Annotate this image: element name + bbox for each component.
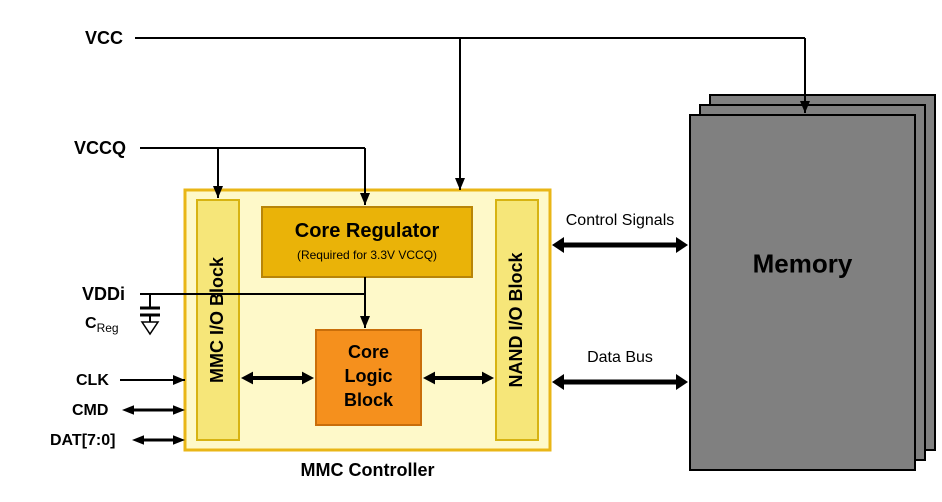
creg-label: CReg: [85, 315, 119, 335]
vccq-label: VCCQ: [74, 138, 126, 158]
core-regulator-subtitle: (Required for 3.3V VCCQ): [297, 248, 437, 262]
clk-label: CLK: [76, 372, 109, 389]
dat-label: DAT[7:0]: [50, 432, 115, 449]
core-logic-line3: Block: [344, 390, 394, 410]
core-regulator-block: [262, 207, 472, 277]
vddi-label: VDDi: [82, 284, 125, 304]
vcc-label: VCC: [85, 28, 123, 48]
core-regulator-title: Core Regulator: [295, 220, 440, 242]
data-bus-label: Data Bus: [587, 349, 653, 366]
memory-label: Memory: [753, 249, 853, 279]
control-signals-label: Control Signals: [566, 212, 675, 229]
core-logic-line1: Core: [348, 342, 389, 362]
core-logic-line2: Logic: [345, 366, 393, 386]
mmc-io-label: MMC I/O Block: [207, 256, 227, 383]
nand-io-label: NAND I/O Block: [506, 252, 526, 388]
cmd-label: CMD: [72, 402, 108, 419]
mmc-controller-caption: MMC Controller: [301, 460, 435, 480]
memory-box-0: [690, 115, 915, 470]
